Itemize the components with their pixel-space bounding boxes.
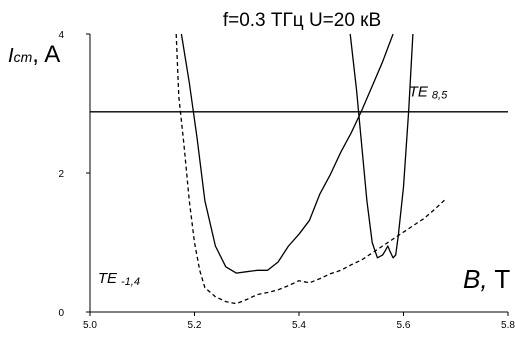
annotation-subscript: -1,4 — [121, 276, 140, 288]
series-line-2 — [349, 33, 414, 259]
x-tick-label: 5.2 — [188, 320, 202, 331]
annotation-label-2: TE -1,4 — [98, 270, 140, 288]
annotation-subscript: 8,5 — [432, 90, 448, 102]
y-tick-label: 2 — [58, 169, 64, 180]
x-axis-label-unit: T — [488, 264, 511, 294]
x-axis-label-symbol: B, — [463, 264, 488, 294]
y-axis-label-symbol: I — [8, 45, 14, 67]
x-tick-label: 5.6 — [397, 320, 411, 331]
y-axis-label: Icm, A — [8, 41, 60, 68]
x-tick-label: 5.4 — [292, 320, 306, 331]
y-axis-label-unit: , A — [32, 41, 60, 68]
annotation-label-1: TE 8,5 — [409, 84, 448, 102]
series-line-3-dashed — [175, 33, 446, 305]
annotation-main: TE — [98, 270, 118, 287]
y-tick-label: 4 — [58, 30, 64, 41]
y-axis-label-subscript: cm — [14, 49, 33, 65]
x-tick-label: 5.0 — [83, 320, 97, 331]
x-tick-label: 5.8 — [501, 320, 515, 331]
x-axis-label: B, T — [463, 264, 510, 294]
annotation-main: TE — [409, 84, 429, 101]
series-line-1 — [180, 33, 394, 274]
chart-title: f=0.3 ТГц U=20 кВ — [223, 10, 381, 31]
y-tick-label: 0 — [58, 308, 64, 319]
